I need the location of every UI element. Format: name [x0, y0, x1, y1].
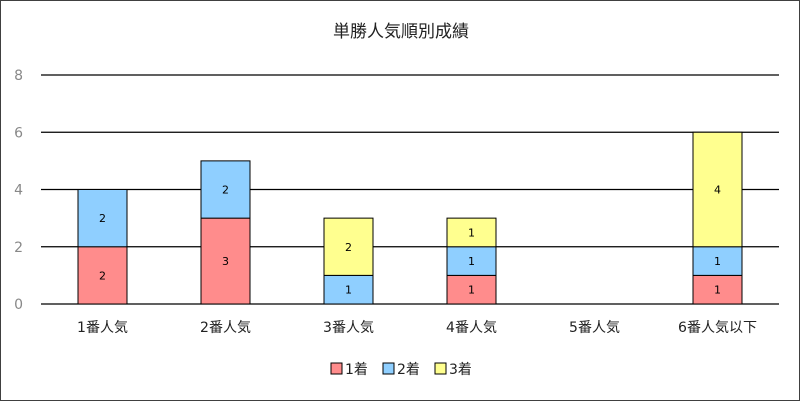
data-label: 1: [468, 226, 475, 239]
bar-segment: [446, 217, 497, 248]
legend-swatch: [330, 362, 343, 375]
data-labels: 2 2 3 2 1 2 1 1 1 1 1 4: [99, 184, 721, 297]
x-category-label: 5番人気: [569, 320, 620, 336]
legend-item: 1着: [330, 362, 368, 378]
y-axis-ticks: 0 2 4 6 8: [14, 68, 23, 313]
y-tick-label: 8: [14, 68, 23, 84]
y-tick-label: 2: [14, 240, 23, 256]
data-label: 3: [222, 255, 229, 268]
bar-segment: [323, 217, 374, 276]
legend-label: 3着: [449, 362, 472, 378]
x-category-label: 3番人気: [323, 320, 374, 336]
legend-label: 2着: [397, 362, 420, 378]
data-label: 1: [345, 284, 352, 297]
bar-segment: [692, 131, 743, 248]
bars: [77, 131, 743, 305]
data-label: 1: [714, 255, 721, 268]
x-axis-categories: 1番人気 2番人気 3番人気 4番人気 5番人気 6番人気以下: [77, 320, 757, 336]
data-label: 2: [99, 269, 106, 282]
x-category-label: 2番人気: [200, 320, 251, 336]
bar-segment: [692, 274, 743, 305]
data-label: 2: [99, 212, 106, 225]
data-label: 4: [714, 184, 721, 197]
chart-title: 単勝人気順別成績: [333, 22, 469, 42]
grid-lines: [41, 74, 779, 305]
y-tick-label: 4: [14, 183, 23, 199]
x-category-label: 6番人気以下: [678, 320, 757, 336]
bar-segment: [77, 246, 128, 305]
x-category-label: 1番人気: [77, 320, 128, 336]
data-label: 1: [468, 284, 475, 297]
x-category-label: 4番人気: [446, 320, 497, 336]
data-label: 2: [345, 241, 352, 254]
legend-swatch: [434, 362, 447, 375]
legend-item: 3着: [434, 362, 472, 378]
data-label: 2: [222, 184, 229, 197]
legend-item: 2着: [382, 362, 420, 378]
bar-segment: [446, 246, 497, 276]
legend: 1着 2着 3着: [330, 362, 472, 378]
y-tick-label: 0: [14, 297, 23, 313]
data-label: 1: [714, 284, 721, 297]
y-tick-label: 6: [14, 125, 23, 141]
legend-swatch: [382, 362, 395, 375]
legend-label: 1着: [345, 362, 368, 378]
bar-segment: [77, 189, 128, 248]
bar-segment: [200, 160, 251, 219]
data-label: 1: [468, 255, 475, 268]
